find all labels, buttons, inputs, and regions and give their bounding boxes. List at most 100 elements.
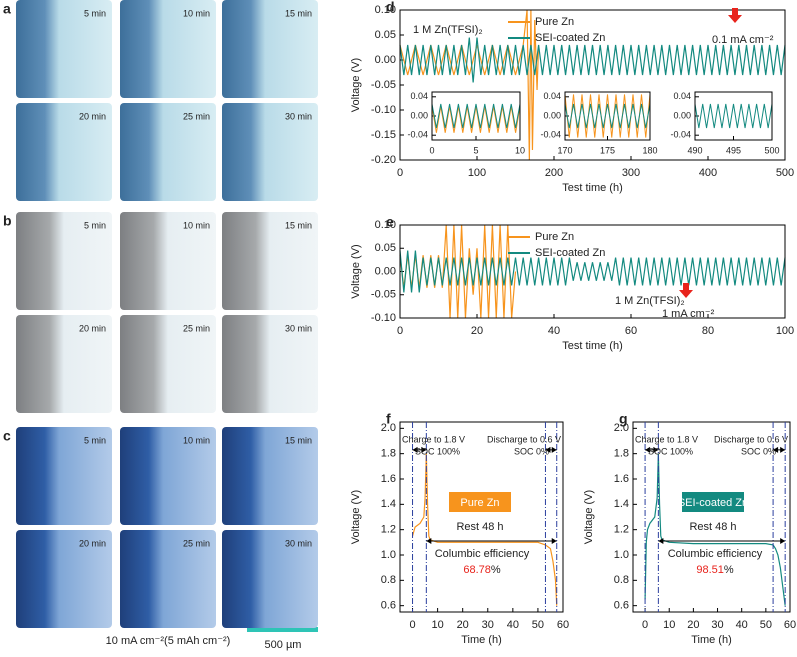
arrow-head	[645, 446, 659, 453]
x-tick-label: 40	[548, 325, 560, 337]
micrograph	[120, 212, 216, 310]
efficiency: 68.78%	[463, 564, 501, 576]
legend-label: SEI-coated Zn	[535, 247, 605, 259]
series-line	[399, 250, 786, 293]
scale-bar-label: 500 µm	[265, 639, 302, 651]
micrograph	[120, 0, 216, 98]
arrow-head	[412, 446, 427, 453]
y-tick-label: -0.04	[670, 130, 691, 140]
efficiency-value: 98.51	[696, 564, 724, 576]
panel-label: g	[619, 411, 628, 427]
legend-label: SEI-coated Zn	[535, 32, 605, 44]
micrograph	[120, 103, 216, 201]
y-tick-label: -0.04	[540, 130, 561, 140]
time-label: 10 min	[183, 220, 210, 230]
micrograph	[16, 530, 112, 628]
y-tick-label: -0.15	[371, 129, 396, 141]
y-tick-label: 1.8	[614, 448, 629, 460]
y-tick-label: 0.6	[381, 600, 396, 612]
time-label: 20 min	[79, 538, 106, 548]
arrow-head	[545, 446, 557, 453]
micrograph	[16, 212, 112, 310]
plot-area	[432, 92, 520, 140]
x-tick-label: 40	[736, 619, 748, 631]
label-box-text: Pure Zn	[460, 497, 499, 509]
y-tick-label: -0.10	[371, 312, 396, 324]
legend-label: Pure Zn	[535, 16, 574, 28]
panel-label: f	[386, 411, 391, 427]
y-tick-label: 1.2	[381, 524, 396, 536]
annotation: SOC 100%	[648, 446, 693, 456]
time-label: 15 min	[285, 220, 312, 230]
annotation: SOC 100%	[415, 446, 460, 456]
series-line	[644, 453, 786, 606]
time-label: 25 min	[183, 323, 210, 333]
plot-frame	[399, 9, 786, 161]
y-tick-label: 2.0	[614, 422, 629, 434]
micrograph	[222, 530, 318, 628]
x-tick-label: 495	[726, 145, 741, 155]
x-axis-label: Time (h)	[691, 634, 732, 646]
time-label: 15 min	[285, 435, 312, 445]
plot-frame	[431, 91, 521, 141]
micrograph	[222, 0, 318, 98]
time-label: 10 min	[183, 435, 210, 445]
y-tick-label: -0.05	[371, 79, 396, 91]
x-tick-label: 10	[663, 619, 675, 631]
series-line	[431, 103, 521, 129]
micrograph	[16, 315, 112, 413]
label-box	[682, 492, 744, 512]
panel-label: d	[386, 0, 395, 15]
y-tick-label: 1.6	[381, 473, 396, 485]
series-line	[399, 37, 786, 83]
micrograph	[120, 315, 216, 413]
y-tick-label: -0.20	[371, 154, 396, 166]
plot-frame	[694, 91, 773, 141]
series-line	[694, 103, 773, 129]
annotation: Rest 48 h	[456, 521, 503, 533]
y-tick-label: 1.6	[614, 473, 629, 485]
x-axis-label: Test time (h)	[562, 340, 623, 352]
y-tick-label: -0.05	[371, 289, 396, 301]
y-tick-label: 0.10	[375, 4, 396, 16]
y-tick-label: 0.8	[381, 574, 396, 586]
caption: 10 mA cm⁻²(5 mAh cm⁻²)	[106, 635, 231, 647]
x-tick-label: 490	[687, 145, 702, 155]
micrograph	[222, 315, 318, 413]
x-tick-label: 30	[711, 619, 723, 631]
panel-label: e	[386, 214, 394, 230]
x-tick-label: 175	[600, 145, 615, 155]
x-tick-label: 20	[471, 325, 483, 337]
time-label: 5 min	[84, 220, 106, 230]
y-tick-label: 1.4	[381, 498, 396, 510]
y-tick-label: 0.04	[673, 91, 691, 101]
x-tick-label: 50	[532, 619, 544, 631]
x-tick-label: 60	[625, 325, 637, 337]
scale-bar	[247, 627, 318, 632]
x-axis-label: Time (h)	[461, 634, 502, 646]
annotation: Charge to 1.8 V	[635, 434, 698, 444]
x-tick-label: 300	[622, 167, 640, 179]
plot-area	[633, 422, 790, 612]
x-tick-label: 180	[642, 145, 657, 155]
panel-label: b	[3, 213, 12, 229]
micrograph	[16, 0, 112, 98]
micrograph	[120, 427, 216, 525]
label-box-text: SEI-coated Zn	[678, 497, 748, 509]
legend-label: Pure Zn	[535, 231, 574, 243]
micrograph	[222, 103, 318, 201]
y-tick-label: 0.8	[614, 574, 629, 586]
y-tick-label: 0.04	[543, 91, 561, 101]
y-tick-label: 0.6	[614, 600, 629, 612]
y-tick-label: 0.00	[543, 110, 561, 120]
time-label: 25 min	[183, 111, 210, 121]
annotation: 0.1 mA cm⁻²	[712, 34, 774, 46]
time-label: 20 min	[79, 111, 106, 121]
x-tick-label: 200	[545, 167, 563, 179]
x-tick-label: 0	[397, 325, 403, 337]
annotation: Rest 48 h	[689, 521, 736, 533]
x-tick-label: 60	[784, 619, 796, 631]
micrograph	[16, 427, 112, 525]
plot-frame	[399, 421, 564, 613]
